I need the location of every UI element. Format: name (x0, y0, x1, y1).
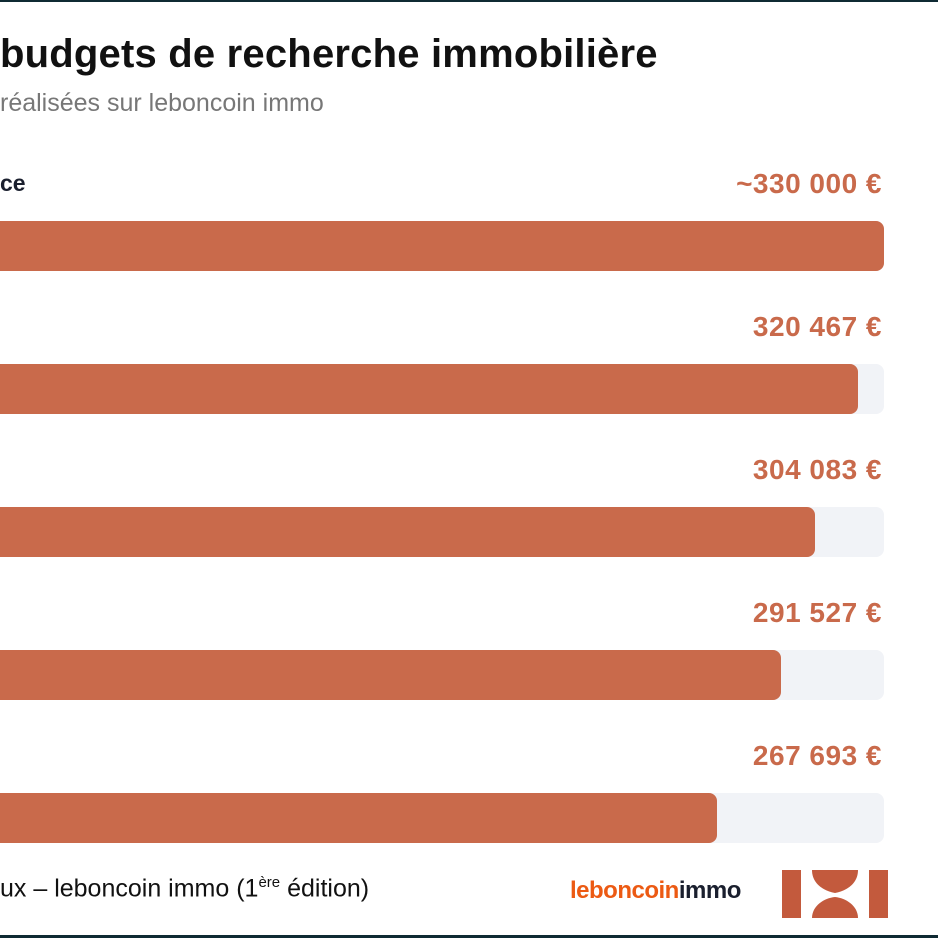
source-note-prefix: ux – leboncoin immo (1 (0, 874, 259, 903)
bar (0, 364, 858, 414)
bar-value-label: ~330 000 € (736, 168, 882, 199)
source-note: ux – leboncoin immo (1ère édition) (0, 874, 369, 903)
leboncoin-immo-logo-icon (782, 870, 888, 918)
bar-track (0, 221, 884, 271)
brand-wordmark: leboncoinimmo (570, 877, 741, 905)
chart-subtitle: réalisées sur leboncoin immo (0, 89, 324, 117)
bar (0, 507, 815, 557)
bar-value-label: 320 467 € (752, 311, 882, 342)
bar-track (0, 793, 884, 843)
brand-wordmark-part2: immo (678, 877, 742, 904)
source-note-superscript: ère (258, 874, 281, 891)
bar (0, 650, 781, 700)
chart-title: budgets de recherche immobilière (0, 32, 658, 76)
bar-track (0, 507, 884, 557)
bar-value-label: 304 083 € (752, 454, 882, 485)
bar-value-label: 267 693 € (752, 740, 882, 771)
bar (0, 221, 884, 271)
bar-track (0, 364, 884, 414)
source-note-suffix: édition) (280, 874, 370, 903)
brand-wordmark-part1: leboncoin (570, 877, 679, 904)
bar-category-label: ce (0, 170, 26, 196)
bar (0, 793, 717, 843)
bar-track (0, 650, 884, 700)
bar-value-label: 291 527 € (752, 597, 882, 628)
